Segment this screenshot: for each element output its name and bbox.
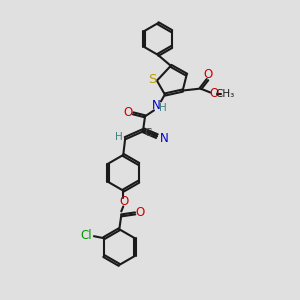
Text: O: O: [204, 68, 213, 81]
Text: H: H: [159, 103, 167, 113]
Text: C: C: [144, 128, 152, 138]
Text: N: N: [152, 99, 160, 112]
Text: O: O: [136, 206, 145, 219]
Text: O: O: [210, 87, 219, 100]
Text: O: O: [120, 195, 129, 208]
Text: H: H: [116, 132, 123, 142]
Text: S: S: [148, 73, 156, 86]
Text: Cl: Cl: [80, 229, 92, 242]
Text: N: N: [160, 132, 168, 145]
Text: CH₃: CH₃: [216, 88, 235, 98]
Text: O: O: [124, 106, 133, 119]
